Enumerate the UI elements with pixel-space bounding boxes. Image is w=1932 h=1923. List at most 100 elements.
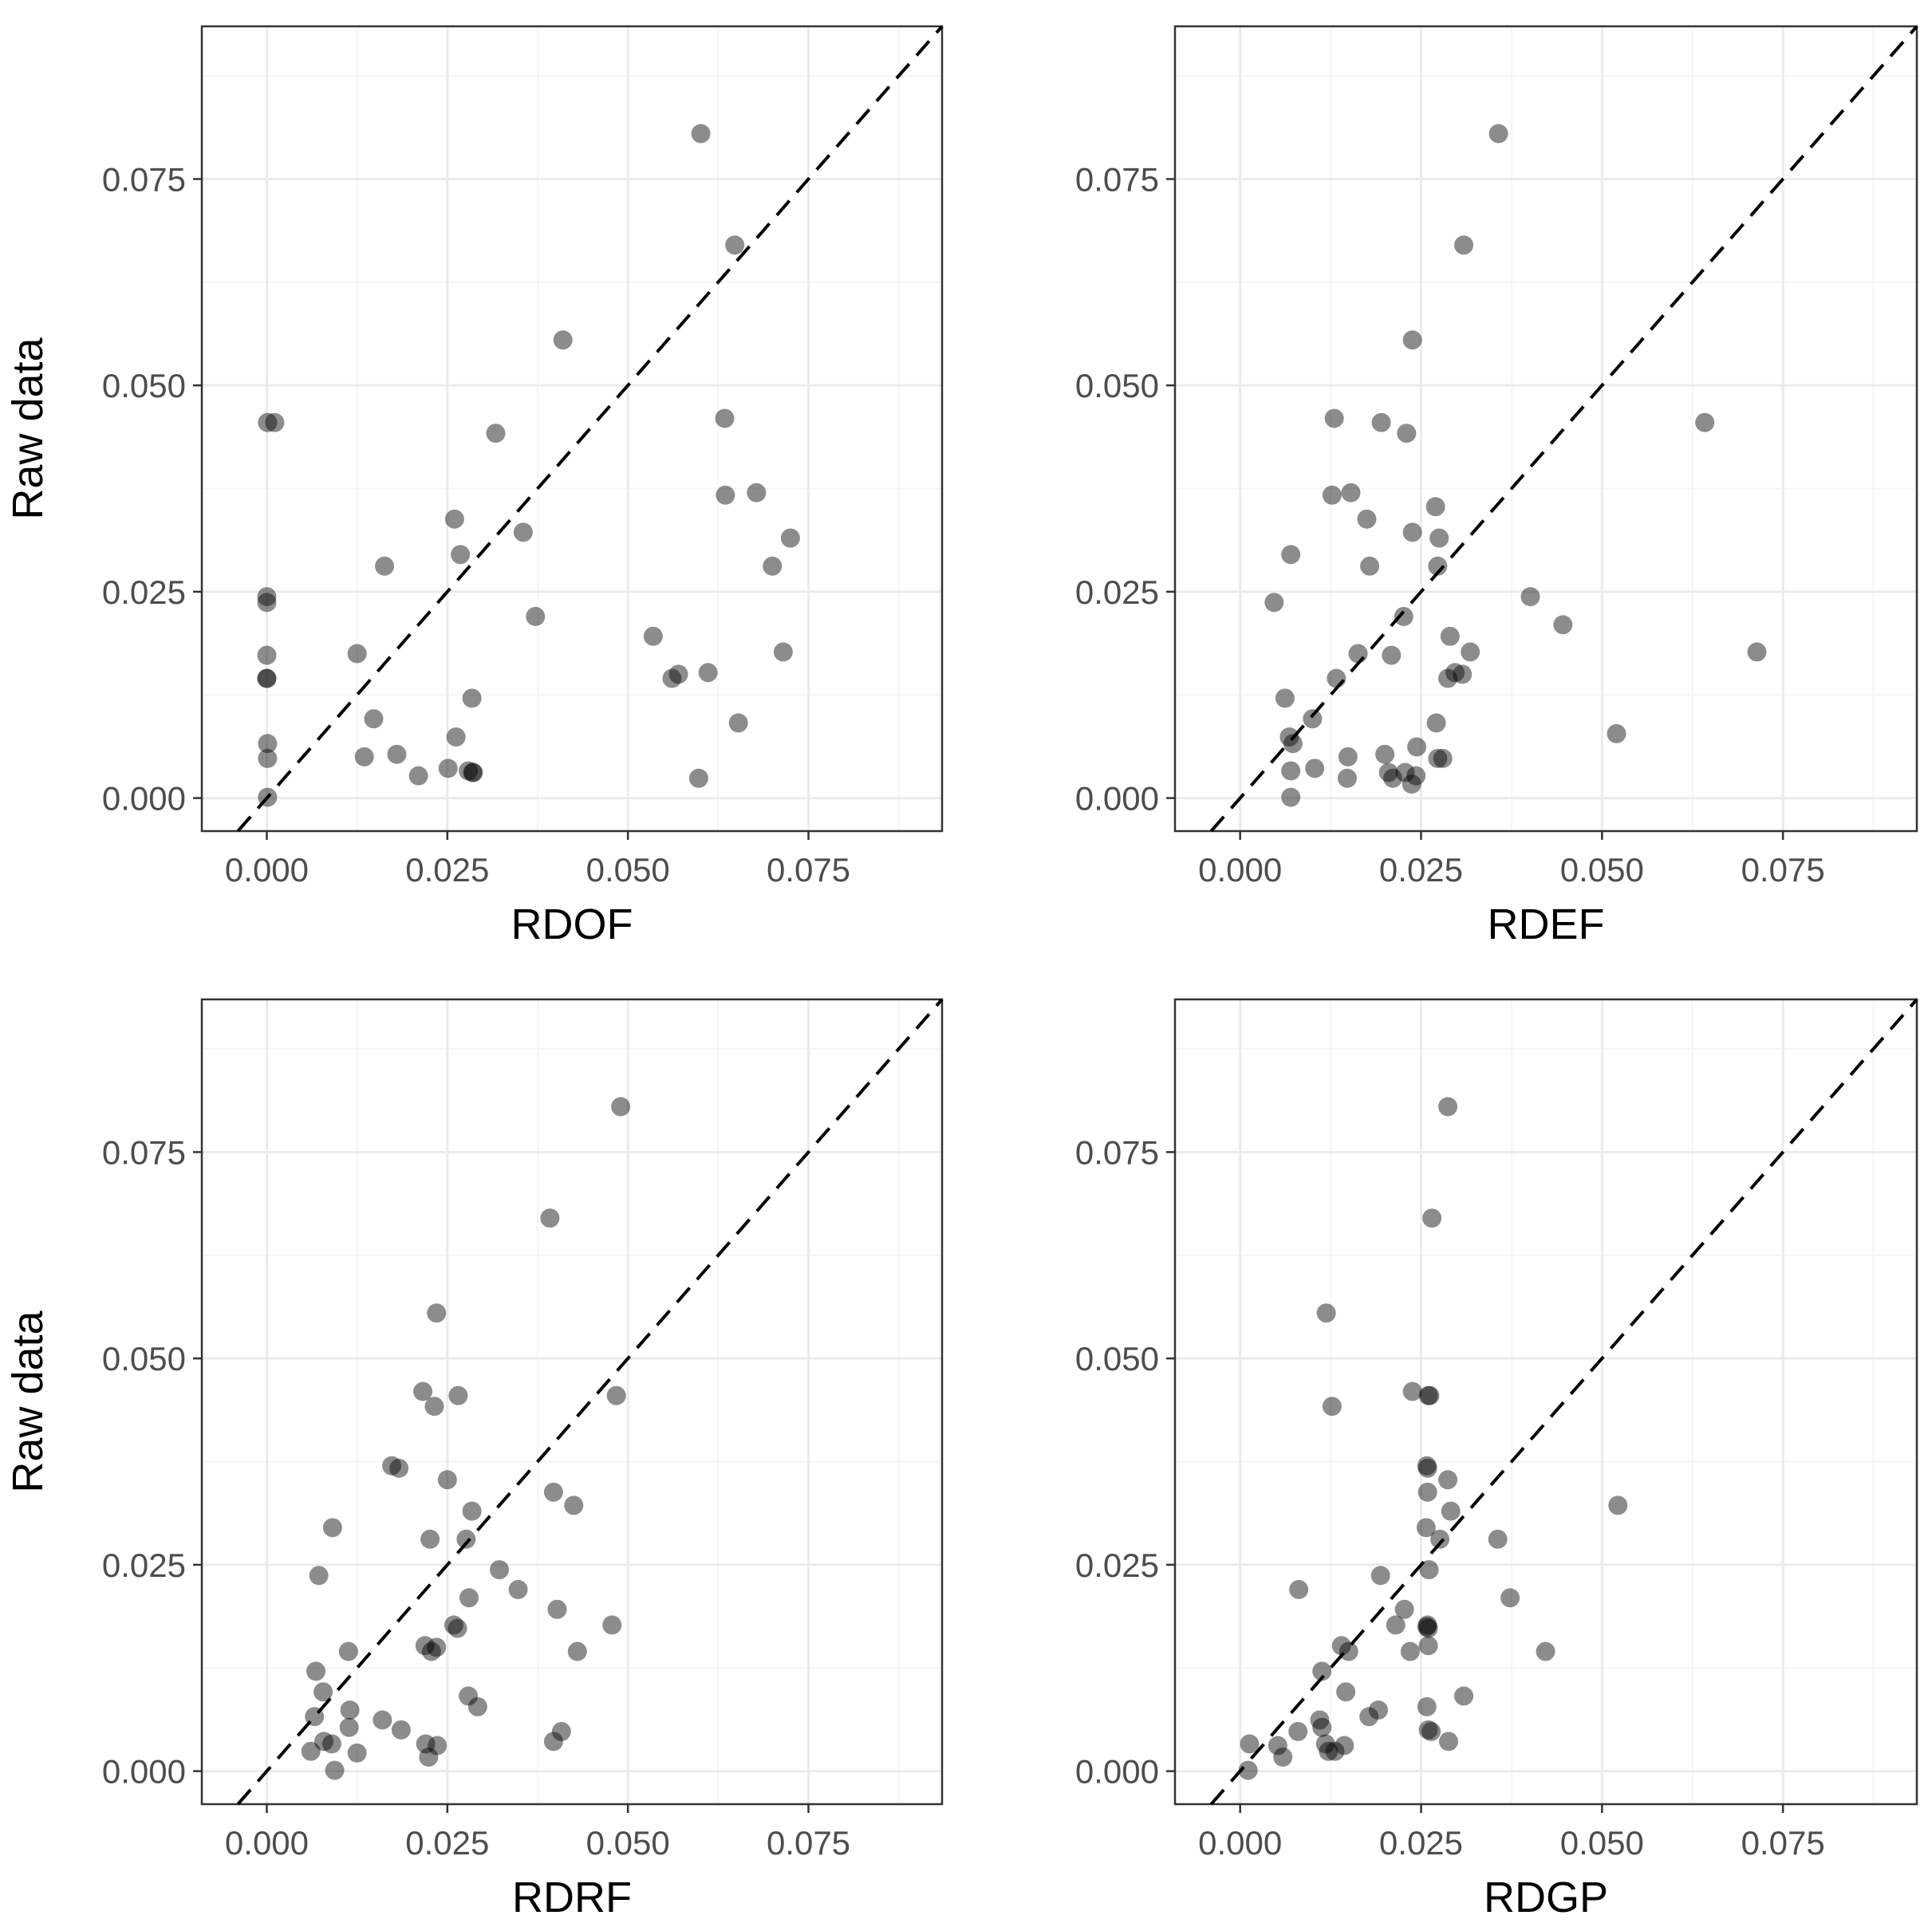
data-point — [446, 727, 466, 747]
gridlines — [1175, 999, 1917, 1804]
data-point — [322, 1518, 342, 1538]
data-point — [688, 768, 708, 788]
data-point — [643, 626, 663, 646]
y-tick: 0.025 — [1075, 1547, 1175, 1584]
data-point — [1418, 1385, 1438, 1405]
data-point — [257, 668, 277, 688]
y-tick: 0.050 — [102, 1340, 202, 1377]
data-point — [313, 1682, 333, 1702]
data-point — [448, 1618, 467, 1638]
data-point — [415, 1636, 435, 1656]
data-point — [347, 1743, 367, 1763]
panel-border — [200, 25, 944, 833]
y-tick: 0.075 — [102, 1133, 202, 1171]
y-tick: 0.050 — [1075, 1340, 1175, 1377]
data-point — [1371, 412, 1391, 432]
data-point — [325, 1760, 345, 1780]
y-tick: 0.050 — [102, 367, 202, 404]
x-tick: 0.050 — [1560, 831, 1644, 889]
y-axis-title: Raw data — [4, 337, 52, 519]
data-point — [451, 545, 471, 565]
x-tick: 0.000 — [225, 1804, 309, 1862]
data-point — [257, 668, 277, 688]
y-tick: 0.000 — [102, 780, 202, 818]
data-point — [1417, 1696, 1437, 1716]
data-point — [1338, 747, 1358, 766]
x-tick-label: 0.025 — [1379, 1824, 1463, 1862]
y-tick-label: 0.000 — [102, 780, 186, 818]
data-point — [1416, 1518, 1436, 1538]
data-point — [265, 412, 285, 432]
identity-reference-line — [1209, 998, 1918, 1806]
data-point — [1395, 763, 1415, 782]
data-point — [763, 556, 783, 576]
data-point — [1425, 497, 1445, 517]
points — [257, 124, 800, 807]
data-point — [1402, 330, 1422, 350]
data-point — [1608, 1495, 1628, 1515]
x-tick: 0.075 — [767, 1804, 850, 1862]
data-point — [463, 763, 483, 782]
data-point — [1319, 1741, 1339, 1761]
data-point — [513, 522, 533, 542]
data-point — [1383, 768, 1403, 788]
data-point — [547, 1599, 567, 1619]
y-tick: 0.000 — [102, 1753, 202, 1791]
data-point — [1264, 593, 1284, 613]
data-point — [1325, 1741, 1345, 1761]
data-point — [1331, 1636, 1351, 1656]
data-point — [338, 1641, 358, 1661]
data-point — [1421, 1721, 1441, 1741]
data-point — [1454, 235, 1474, 255]
panel-rdrf: 0.000 0.025 0.050 0.075 0.000 0.025 0.05… — [4, 998, 944, 1921]
data-point — [551, 1721, 571, 1741]
data-point — [419, 1748, 439, 1767]
data-point — [1418, 1618, 1438, 1638]
y-tick: 0.075 — [1075, 160, 1175, 198]
y-tick: 0.000 — [1075, 1753, 1175, 1791]
data-point — [437, 1470, 457, 1490]
data-point — [1417, 1482, 1437, 1502]
x-tick-label: 0.025 — [405, 851, 489, 889]
data-point — [1417, 1458, 1437, 1478]
data-point — [1339, 1641, 1358, 1661]
data-point — [1438, 1097, 1458, 1117]
data-point — [1402, 774, 1421, 794]
y-tick-label: 0.050 — [102, 1340, 186, 1377]
data-point — [305, 1707, 325, 1727]
data-point — [340, 1700, 360, 1720]
data-point — [1382, 645, 1402, 665]
x-tick-label: 0.025 — [1379, 851, 1463, 889]
x-tick-label: 0.075 — [1741, 1824, 1825, 1862]
data-point — [375, 556, 395, 576]
data-point — [1418, 1720, 1438, 1740]
data-point — [1407, 737, 1427, 757]
data-point — [257, 593, 277, 613]
data-point — [1553, 615, 1573, 635]
data-point — [1402, 1381, 1422, 1401]
data-point — [408, 766, 428, 786]
data-point — [1438, 1470, 1458, 1490]
data-point — [373, 1710, 392, 1730]
data-point — [1240, 1734, 1260, 1754]
data-point — [1279, 727, 1299, 747]
x-tick: 0.025 — [405, 831, 489, 889]
y-tick: 0.025 — [102, 1547, 202, 1584]
points — [1264, 124, 1767, 807]
x-tick-label: 0.075 — [1741, 851, 1825, 889]
x-tick: 0.050 — [586, 1804, 670, 1862]
x-tick-label: 0.000 — [225, 1824, 309, 1862]
data-point — [1310, 1710, 1330, 1730]
data-point — [424, 1397, 444, 1417]
data-point — [1368, 1700, 1388, 1720]
y-tick-label: 0.025 — [1075, 573, 1159, 611]
y-tick: 0.025 — [1075, 573, 1175, 611]
data-point — [463, 763, 483, 782]
gridlines — [1175, 26, 1917, 831]
data-point — [1315, 1734, 1335, 1754]
data-point — [1520, 587, 1540, 607]
data-point — [1336, 1682, 1356, 1702]
data-point — [553, 330, 573, 350]
y-tick-label: 0.025 — [1075, 1547, 1159, 1584]
